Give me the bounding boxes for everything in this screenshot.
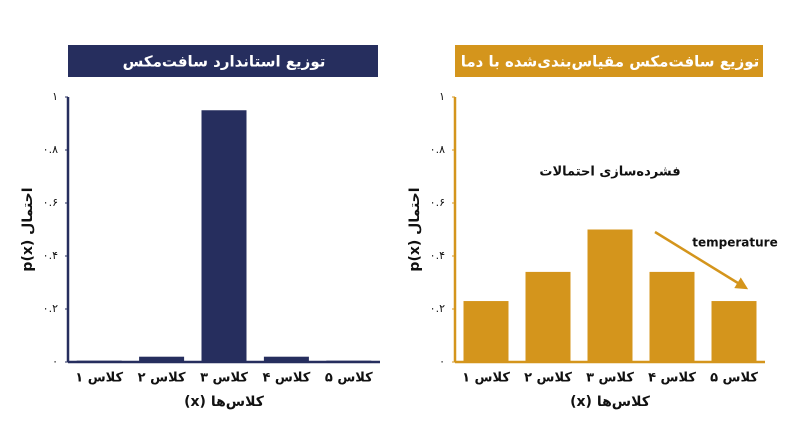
x-tick-label: کلاس ۱ bbox=[75, 371, 123, 386]
bar bbox=[263, 356, 309, 362]
y-axis-label: احتمال p(x) bbox=[407, 187, 423, 271]
bar bbox=[587, 229, 633, 362]
y-tick-label: ۱ bbox=[52, 90, 58, 103]
title-banner bbox=[68, 45, 378, 77]
y-tick-label: ۰.۴ bbox=[43, 249, 58, 262]
x-tick-label: کلاس ۵ bbox=[710, 371, 758, 386]
x-tick-label: کلاس ۳ bbox=[200, 371, 248, 386]
x-tick-label: کلاس ۵ bbox=[325, 371, 373, 386]
bar bbox=[139, 356, 185, 362]
y-tick-label: ۰.۲ bbox=[430, 302, 445, 315]
x-tick-label: کلاس ۳ bbox=[586, 371, 634, 386]
bar bbox=[711, 301, 757, 362]
x-tick-label: کلاس ۲ bbox=[524, 371, 572, 386]
y-tick-label: ۰.۶ bbox=[43, 196, 58, 209]
x-tick-label: کلاس ۴ bbox=[262, 371, 310, 386]
y-tick-label: ۰ bbox=[439, 355, 445, 368]
x-axis-label: کلاس‌ها (x) bbox=[184, 394, 265, 410]
y-tick-label: ۰ bbox=[52, 355, 58, 368]
title-banner bbox=[455, 45, 763, 77]
x-axis-label: کلاس‌ها (x) bbox=[570, 394, 651, 410]
y-tick-label: ۱ bbox=[439, 90, 445, 103]
y-tick-label: ۰.۴ bbox=[430, 249, 445, 262]
annotation: temperature bbox=[692, 236, 777, 250]
x-tick-label: کلاس ۴ bbox=[648, 371, 696, 386]
x-tick-label: کلاس ۲ bbox=[138, 371, 186, 386]
y-tick-label: ۰.۲ bbox=[43, 302, 58, 315]
y-axis-label: احتمال p(x) bbox=[20, 187, 36, 271]
annotation: فشرده‌سازی احتمالات bbox=[539, 165, 680, 180]
bar bbox=[201, 110, 247, 362]
y-tick-label: ۰.۶ bbox=[430, 196, 445, 209]
x-tick-label: کلاس ۱ bbox=[462, 371, 510, 386]
bar bbox=[649, 271, 695, 362]
y-tick-label: ۰.۸ bbox=[430, 143, 445, 156]
chart-title: توزیع استاندارد سافت‌مکس bbox=[123, 53, 326, 71]
bar bbox=[525, 271, 571, 362]
bar bbox=[463, 301, 509, 362]
arrow bbox=[654, 230, 749, 290]
y-tick-label: ۰.۸ bbox=[43, 143, 58, 156]
chart-title: توزیع سافت‌مکس مقیاس‌بندی‌شده با دما bbox=[461, 53, 760, 71]
